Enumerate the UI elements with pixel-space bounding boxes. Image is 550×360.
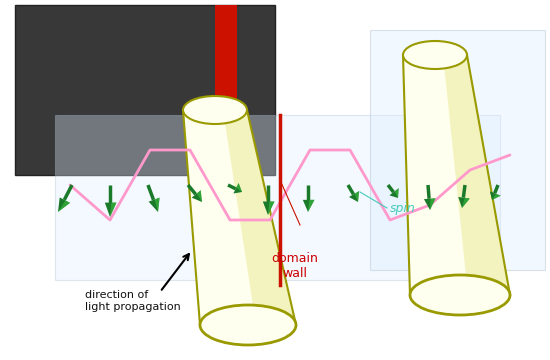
Polygon shape bbox=[183, 110, 296, 325]
Polygon shape bbox=[58, 197, 70, 212]
Ellipse shape bbox=[410, 275, 510, 315]
Polygon shape bbox=[458, 197, 470, 208]
Polygon shape bbox=[110, 203, 117, 217]
Polygon shape bbox=[349, 191, 359, 202]
Ellipse shape bbox=[200, 305, 296, 345]
Text: domain
wall: domain wall bbox=[272, 252, 318, 280]
Polygon shape bbox=[462, 198, 470, 208]
Polygon shape bbox=[58, 201, 70, 212]
Ellipse shape bbox=[403, 41, 467, 69]
Polygon shape bbox=[492, 194, 500, 200]
Polygon shape bbox=[268, 202, 274, 215]
Polygon shape bbox=[303, 200, 315, 212]
Polygon shape bbox=[370, 30, 545, 270]
Polygon shape bbox=[148, 198, 159, 212]
Polygon shape bbox=[197, 190, 202, 202]
Polygon shape bbox=[105, 203, 117, 217]
Polygon shape bbox=[490, 191, 500, 200]
Polygon shape bbox=[236, 183, 242, 192]
Polygon shape bbox=[403, 55, 510, 295]
Polygon shape bbox=[389, 188, 399, 198]
Polygon shape bbox=[233, 183, 242, 194]
Bar bbox=[215, 5, 237, 175]
Polygon shape bbox=[443, 55, 510, 295]
Ellipse shape bbox=[183, 96, 247, 124]
Polygon shape bbox=[155, 198, 159, 212]
Polygon shape bbox=[394, 188, 399, 198]
Polygon shape bbox=[355, 191, 359, 202]
Polygon shape bbox=[192, 190, 202, 202]
Text: direction of
light propagation: direction of light propagation bbox=[85, 291, 181, 312]
Polygon shape bbox=[263, 202, 274, 215]
Polygon shape bbox=[430, 198, 436, 210]
Polygon shape bbox=[308, 200, 315, 212]
Text: spin: spin bbox=[390, 202, 416, 215]
Polygon shape bbox=[223, 110, 296, 325]
Polygon shape bbox=[55, 115, 500, 280]
Polygon shape bbox=[15, 5, 275, 175]
Polygon shape bbox=[424, 198, 436, 210]
